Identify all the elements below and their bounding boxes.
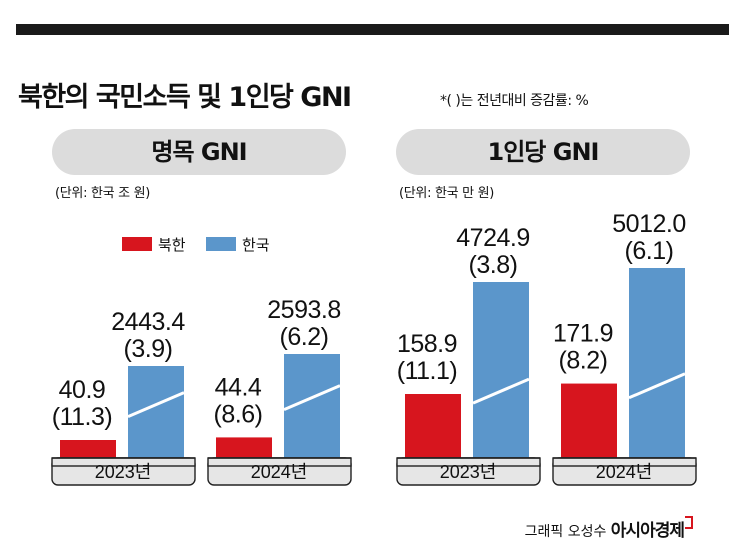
legend-swatch-north [122, 237, 152, 251]
category-label-1-0: 2023년 [440, 462, 497, 482]
axis-break-1-0 [472, 377, 530, 405]
value-label-north-1-1: 171.9 [553, 320, 613, 348]
brand-logo: 아시아경제 [610, 521, 685, 541]
bar-north-0-0 [60, 440, 116, 458]
credit-label: 그래픽 오성수 [524, 524, 607, 540]
value-label-south-1-0: 4724.9 [456, 224, 529, 252]
legend-label-north: 북한 [158, 236, 186, 254]
panel-title-nominal-gni: 명목 GNI [52, 129, 346, 175]
value-label-north-0-1: 44.4 [215, 373, 262, 401]
change-label-north-0-1: (8.6) [214, 400, 263, 428]
value-label-north-0-0: 40.9 [59, 376, 106, 404]
category-label-0-1: 2024년 [251, 462, 308, 482]
axis-break-0-1 [283, 384, 341, 412]
bar-south-1-0 [473, 282, 529, 458]
value-label-north-1-0: 158.9 [397, 330, 457, 358]
bar-south-1-1 [629, 268, 685, 458]
change-rate-note: *( )는 전년대비 증감률: % [440, 93, 589, 109]
change-label-south-0-0: (3.9) [124, 335, 173, 363]
change-label-south-1-1: (6.1) [625, 237, 674, 265]
axis-break-0-0 [127, 391, 185, 419]
unit-label-nominal: (단위: 한국 조 원) [55, 186, 151, 201]
credit: 그래픽 오성수 아시아경제 [525, 516, 693, 541]
axis-break-1-1 [628, 372, 686, 400]
change-label-south-0-1: (6.2) [280, 323, 329, 351]
change-label-north-1-0: (11.1) [397, 357, 457, 385]
value-label-south-0-1: 2593.8 [267, 296, 340, 324]
change-label-south-1-0: (3.8) [469, 251, 518, 279]
legend-label-south: 한국 [242, 236, 270, 254]
change-label-north-1-1: (8.2) [559, 347, 608, 375]
category-label-0-0: 2023년 [95, 462, 152, 482]
page-title: 북한의 국민소득 및 1인당 GNI [18, 82, 352, 113]
value-label-south-0-0: 2443.4 [111, 308, 185, 336]
bar-north-1-1 [561, 383, 617, 458]
legend-swatch-south [206, 237, 236, 251]
legend: 북한 한국 [122, 233, 282, 255]
change-label-north-0-0: (11.3) [52, 403, 112, 431]
brand-mark-icon [685, 516, 693, 529]
top-rule [16, 24, 729, 35]
value-label-south-1-1: 5012.0 [612, 210, 685, 238]
category-label-1-1: 2024년 [596, 462, 653, 482]
panel-title-per-capita-gni: 1인당 GNI [396, 129, 690, 175]
bar-north-1-0 [405, 394, 461, 458]
unit-label-per-capita: (단위: 한국 만 원) [399, 186, 495, 201]
bar-north-0-1 [216, 437, 272, 458]
